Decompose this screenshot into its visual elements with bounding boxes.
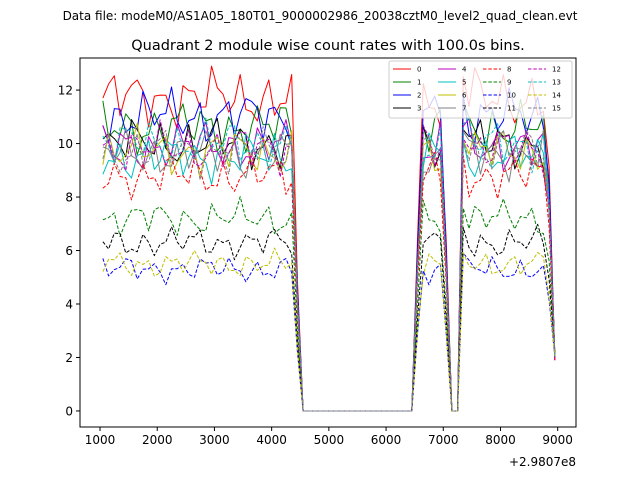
y-axis-ticks: 0 2 4 6 8 10 12 bbox=[58, 84, 80, 418]
series-lines bbox=[102, 65, 556, 412]
series-line-9 bbox=[102, 196, 556, 412]
legend-label-5: 5 bbox=[462, 79, 466, 87]
series-line-15 bbox=[102, 126, 556, 412]
series-line-12 bbox=[102, 119, 556, 412]
legend-label-8: 8 bbox=[507, 66, 511, 74]
legend-label-0: 0 bbox=[417, 66, 421, 74]
legend-label-10: 10 bbox=[507, 92, 516, 100]
y-tick-label: 12 bbox=[58, 84, 73, 98]
legend-label-15: 15 bbox=[552, 105, 561, 113]
y-tick-label: 10 bbox=[58, 137, 73, 151]
x-tick-label: 7000 bbox=[428, 433, 459, 447]
x-tick-label: 1000 bbox=[85, 433, 116, 447]
x-tick-label: 9000 bbox=[542, 433, 573, 447]
legend-label-11: 11 bbox=[507, 105, 516, 113]
y-tick-label: 4 bbox=[65, 298, 73, 312]
series-line-14 bbox=[102, 247, 556, 412]
y-tick-label: 8 bbox=[65, 191, 73, 205]
x-tick-label: 5000 bbox=[314, 433, 345, 447]
series-line-11 bbox=[102, 223, 556, 412]
chart-title: Quadrant 2 module wise count rates with … bbox=[131, 38, 525, 54]
legend-label-1: 1 bbox=[417, 79, 421, 87]
axes-frame bbox=[79, 57, 577, 428]
y-tick-label: 6 bbox=[65, 244, 73, 258]
x-axis-offset-label: +2.9807e8 bbox=[509, 455, 576, 469]
y-tick-label: 2 bbox=[65, 351, 73, 365]
x-axis-ticks: 1000 2000 3000 4000 5000 6000 7000 8000 9000 bbox=[85, 427, 573, 447]
legend-label-7: 7 bbox=[462, 105, 466, 113]
legend-frame bbox=[388, 60, 573, 119]
y-tick-label: 0 bbox=[65, 404, 73, 418]
legend-label-9: 9 bbox=[507, 79, 511, 87]
legend-label-2: 2 bbox=[417, 92, 421, 100]
x-tick-label: 2000 bbox=[142, 433, 173, 447]
legend-label-4: 4 bbox=[462, 66, 467, 74]
legend-label-14: 14 bbox=[552, 92, 561, 100]
x-tick-label: 6000 bbox=[371, 433, 402, 447]
legend-label-3: 3 bbox=[417, 105, 421, 113]
x-tick-label: 3000 bbox=[199, 433, 230, 447]
legend-label-13: 13 bbox=[552, 79, 561, 87]
figure-suptitle: Data file: modeM0/AS1A05_180T01_90000029… bbox=[63, 9, 578, 23]
x-tick-label: 8000 bbox=[485, 433, 516, 447]
series-line-10 bbox=[102, 252, 556, 412]
legend-label-12: 12 bbox=[552, 66, 561, 74]
x-tick-label: 4000 bbox=[256, 433, 287, 447]
series-line-8 bbox=[102, 150, 556, 412]
legend-label-6: 6 bbox=[462, 92, 467, 100]
